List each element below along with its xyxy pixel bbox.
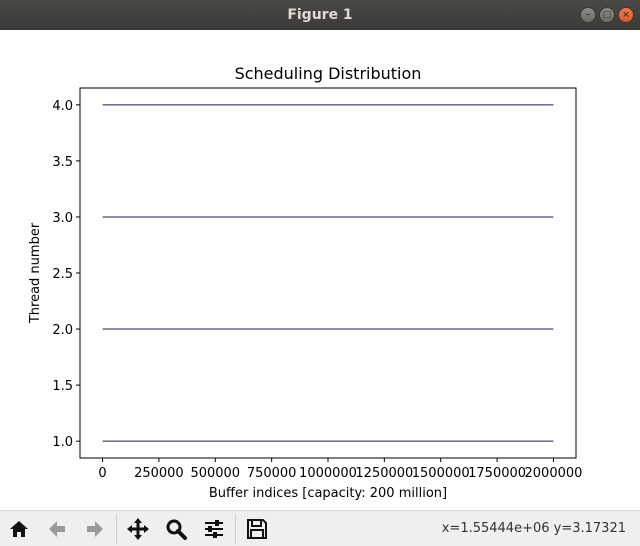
x-tick-label: 1250000	[355, 466, 413, 481]
window-titlebar: Figure 1 – □ ×	[0, 0, 640, 30]
chart: Scheduling Distribution 0 250000 500000 750…	[28, 64, 582, 501]
x-tick-label: 500000	[190, 466, 240, 481]
home-button[interactable]	[0, 511, 38, 546]
save-button[interactable]	[238, 511, 276, 546]
y-tick-label: 1.5	[52, 379, 73, 394]
close-icon: ×	[622, 9, 630, 20]
y-axis-label: Thread number	[28, 222, 43, 324]
x-tick-label: 2000000	[525, 466, 583, 481]
back-button[interactable]	[38, 511, 76, 546]
y-tick-label: 3.0	[52, 211, 73, 226]
minimize-button[interactable]: –	[580, 7, 596, 23]
x-tick-label: 0	[98, 466, 106, 481]
forward-button[interactable]	[76, 511, 114, 546]
x-tick-label: 1000000	[299, 466, 357, 481]
toolbar-separator	[116, 513, 117, 544]
series-lines	[102, 104, 554, 442]
window-title: Figure 1	[287, 7, 353, 23]
maximize-button[interactable]: □	[599, 7, 615, 23]
navigation-toolbar: x=1.55444e+06 y=3.17321	[0, 510, 640, 546]
toolbar-separator	[235, 513, 236, 544]
configure-subplots-icon	[205, 519, 223, 538]
back-icon	[49, 520, 65, 537]
save-icon	[247, 518, 267, 539]
pan-button[interactable]	[119, 511, 157, 546]
y-tick-label: 1.0	[52, 435, 73, 450]
configure-subplots-button[interactable]	[195, 511, 233, 546]
x-axis: 0 250000 500000 750000 100000012500001500000…	[98, 458, 582, 481]
y-tick-label: 3.5	[52, 155, 73, 170]
x-tick-label: 250000	[134, 466, 184, 481]
close-button[interactable]: ×	[618, 7, 634, 23]
forward-icon	[87, 520, 103, 537]
window-controls: – □ ×	[580, 7, 634, 23]
minimize-icon: –	[585, 9, 591, 20]
home-icon	[10, 520, 28, 537]
y-tick-label: 2.5	[52, 267, 73, 282]
chart-title: Scheduling Distribution	[235, 64, 422, 83]
maximize-icon: □	[602, 9, 612, 20]
x-tick-label: 1500000	[412, 466, 470, 481]
y-tick-label: 2.0	[52, 323, 73, 338]
x-axis-label: Buffer indices [capacity: 200 million]	[209, 486, 447, 501]
figure-canvas[interactable]: Scheduling Distribution 0 250000 500000 750…	[0, 30, 640, 510]
plot-area	[79, 87, 577, 459]
pan-icon	[127, 517, 149, 540]
x-tick-label: 1750000	[468, 466, 526, 481]
zoom-button[interactable]	[157, 511, 195, 546]
y-axis: 1.0 1.5 2.0 2.5 3.0 3.5 4.0	[52, 99, 80, 450]
y-tick-label: 4.0	[52, 99, 73, 114]
zoom-icon	[166, 519, 187, 540]
x-tick-label: 750000	[247, 466, 297, 481]
cursor-coordinates: x=1.55444e+06 y=3.17321	[441, 521, 626, 536]
